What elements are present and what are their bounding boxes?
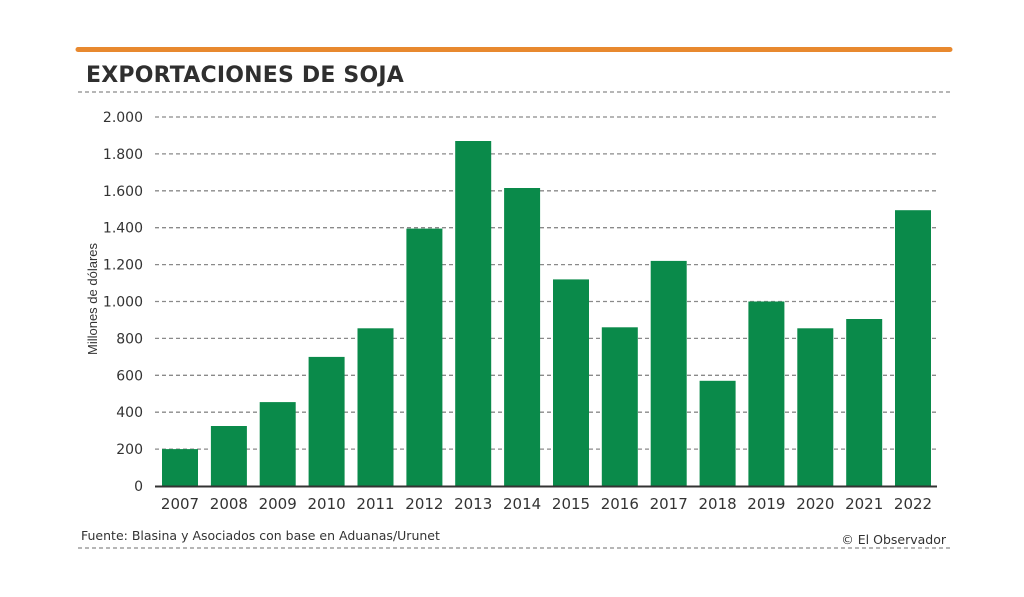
y-tick-label: 1.200 bbox=[103, 258, 143, 274]
x-tick-label: 2014 bbox=[503, 495, 541, 513]
x-tick-label: 2021 bbox=[845, 495, 883, 513]
x-tick-label: 2020 bbox=[796, 495, 834, 513]
y-tick-label: 800 bbox=[116, 331, 143, 347]
x-tick-label: 2010 bbox=[308, 495, 346, 513]
x-tick-label: 2019 bbox=[747, 495, 785, 513]
bar-2015 bbox=[553, 279, 589, 486]
x-tick-label: 2022 bbox=[894, 495, 932, 513]
x-tick-label: 2017 bbox=[650, 495, 688, 513]
chart-title: EXPORTACIONES DE SOJA bbox=[86, 63, 404, 88]
bar-2018 bbox=[699, 380, 736, 486]
y-tick-label: 2.000 bbox=[103, 110, 143, 126]
bar-2016 bbox=[601, 327, 638, 486]
source-note: Fuente: Blasina y Asociados con base en … bbox=[81, 528, 440, 543]
x-tick-label: 2013 bbox=[454, 495, 492, 513]
y-tick-label: 400 bbox=[116, 405, 143, 421]
y-tick-label: 1.600 bbox=[103, 184, 143, 200]
bar-2012 bbox=[406, 228, 443, 486]
x-tick-label: 2018 bbox=[699, 495, 737, 513]
y-tick-label: 1.000 bbox=[103, 295, 143, 311]
bar-2009 bbox=[259, 402, 296, 486]
bar-2014 bbox=[504, 188, 541, 486]
bar-2011 bbox=[357, 328, 394, 486]
bar-2013 bbox=[455, 141, 492, 486]
x-tick-label: 2012 bbox=[405, 495, 443, 513]
y-axis-title: Millones de dólares bbox=[85, 243, 100, 356]
x-tick-label: 2009 bbox=[259, 495, 297, 513]
bars bbox=[162, 141, 931, 486]
bar-2021 bbox=[846, 319, 883, 486]
x-tick-label: 2011 bbox=[356, 495, 394, 513]
bar-2010 bbox=[308, 356, 345, 486]
bar-2020 bbox=[797, 328, 834, 486]
y-tick-labels: 0 200 400 600 800 1.000 1.200 1.400 1.600 1.800 2.… bbox=[103, 110, 143, 495]
bar-2008 bbox=[210, 426, 247, 486]
bar-2007 bbox=[162, 449, 198, 486]
x-tick-label: 2008 bbox=[210, 495, 248, 513]
y-tick-label: 600 bbox=[116, 368, 143, 384]
x-tick-labels: 2007 2008 2009 2010 2011 2012 2013 2014 2015 2016… bbox=[161, 495, 932, 513]
y-tick-label: 0 bbox=[134, 479, 143, 495]
x-tick-label: 2007 bbox=[161, 495, 199, 513]
y-tick-label: 200 bbox=[116, 442, 143, 458]
x-tick-label: 2015 bbox=[552, 495, 590, 513]
bar-2022 bbox=[895, 210, 931, 486]
bar-2017 bbox=[650, 260, 687, 486]
bar-2019 bbox=[748, 301, 785, 486]
x-tick-label: 2016 bbox=[601, 495, 639, 513]
y-tick-label: 1.800 bbox=[103, 147, 143, 163]
y-tick-label: 1.400 bbox=[103, 221, 143, 237]
credit-note: © El Observador bbox=[841, 532, 947, 547]
